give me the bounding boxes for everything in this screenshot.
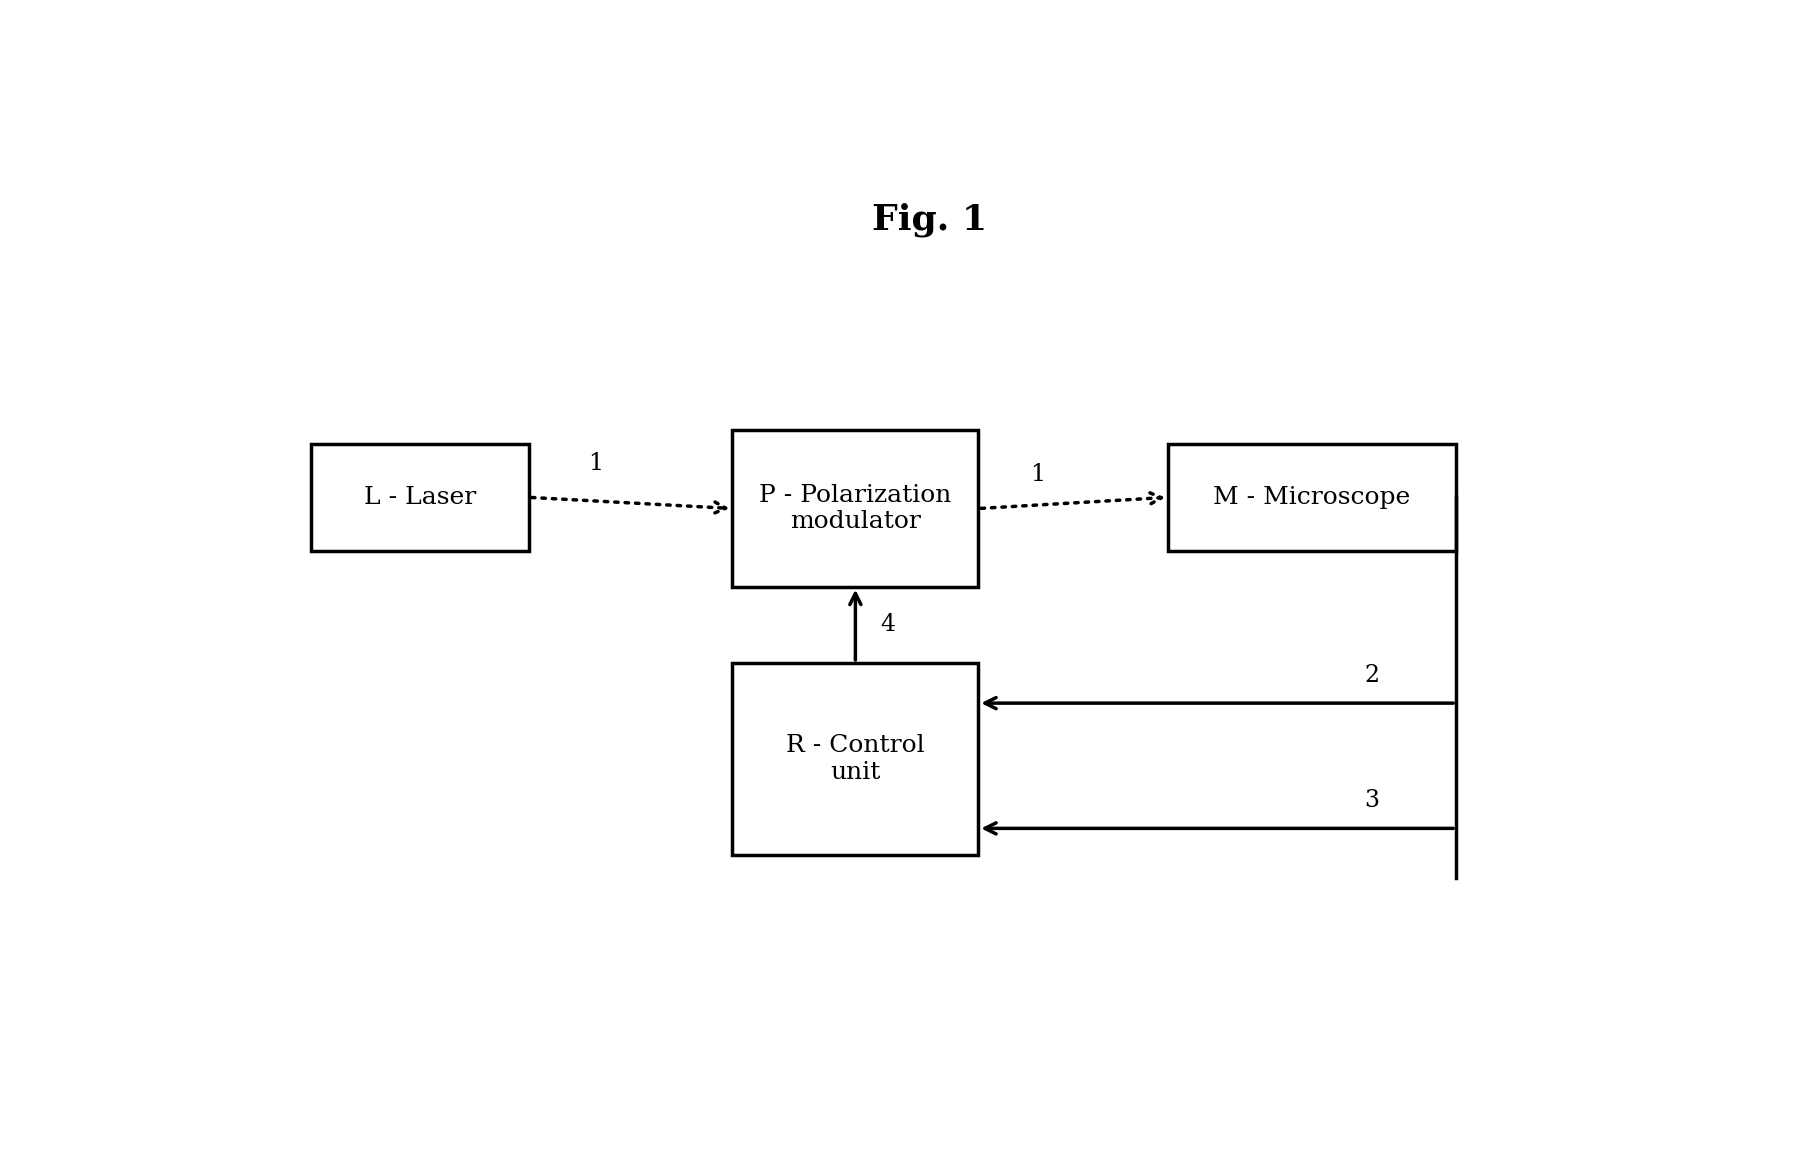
- Bar: [1168, 444, 1456, 551]
- Bar: [312, 444, 529, 551]
- Text: 3: 3: [1363, 789, 1380, 812]
- Text: Fig. 1: Fig. 1: [872, 202, 986, 237]
- Text: 4: 4: [881, 614, 896, 637]
- Bar: [732, 662, 979, 855]
- Text: 1: 1: [587, 452, 604, 475]
- Text: R - Control
unit: R - Control unit: [787, 734, 925, 784]
- Text: P - Polarization
modulator: P - Polarization modulator: [760, 483, 952, 533]
- Text: L - Laser: L - Laser: [364, 486, 477, 509]
- Text: 2: 2: [1363, 664, 1380, 687]
- Text: 1: 1: [1030, 464, 1046, 486]
- Text: M - Microscope: M - Microscope: [1213, 486, 1411, 509]
- Bar: [732, 430, 979, 587]
